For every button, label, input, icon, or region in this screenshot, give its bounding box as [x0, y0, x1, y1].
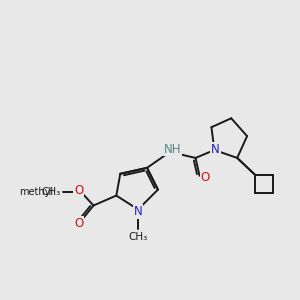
Text: O: O — [74, 184, 83, 197]
Text: O: O — [74, 217, 83, 230]
Text: O: O — [201, 171, 210, 184]
Text: N: N — [211, 142, 220, 155]
Text: CH₃: CH₃ — [42, 187, 61, 196]
Text: NH: NH — [164, 142, 182, 155]
Text: methyl: methyl — [19, 187, 53, 196]
Text: CH₃: CH₃ — [128, 232, 148, 242]
Text: N: N — [134, 205, 142, 218]
